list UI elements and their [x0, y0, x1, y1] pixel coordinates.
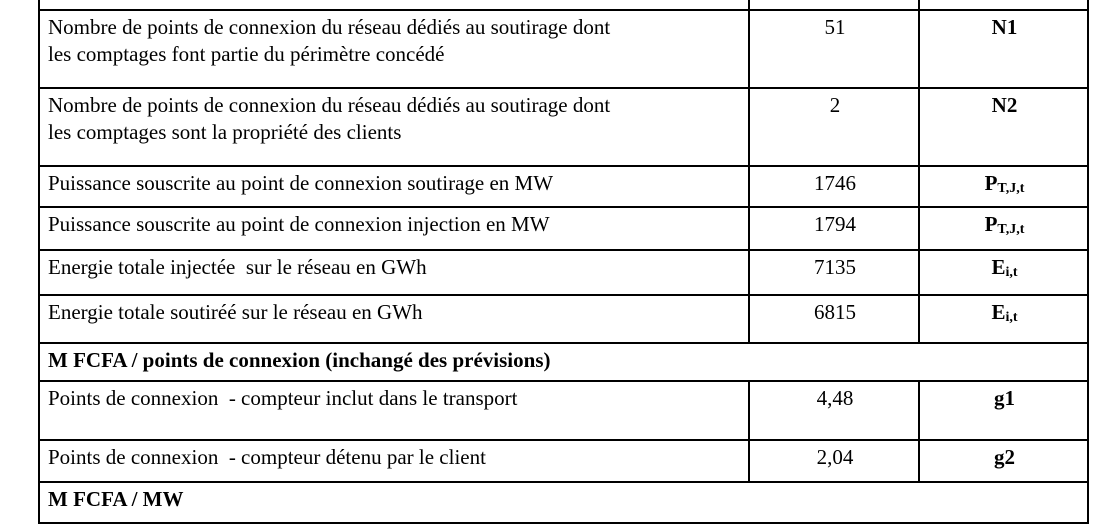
symbol-base: P: [984, 171, 998, 195]
param-value-cell: 51: [748, 9, 920, 89]
table-row: Puissance souscrite au point de connexio…: [38, 165, 1089, 208]
symbol-base: N1: [991, 15, 1018, 39]
param-label-cell: Nombre de points de connexion du réseau …: [38, 9, 750, 89]
param-symbol-cell: g1: [918, 380, 1089, 441]
param-label-cell: Puissance souscrite au point de connexio…: [38, 165, 750, 208]
spacer-cell: [918, 0, 1089, 11]
table-body: Nombre de points de connexion du réseau …: [38, 0, 1089, 524]
table-row: Energie totale soutiréé sur le réseau en…: [38, 294, 1089, 344]
param-label-cell: Points de connexion - compteur détenu pa…: [38, 439, 750, 483]
param-label-cell: Points de connexion - compteur inclut da…: [38, 380, 750, 441]
symbol-base: N2: [991, 93, 1018, 117]
spacer-cell: [38, 0, 750, 11]
section-header-cell: M FCFA / MW: [38, 481, 1089, 524]
symbol-base: E: [991, 300, 1006, 324]
spacer-cell: [748, 0, 920, 11]
param-symbol-cell: N1: [918, 9, 1089, 89]
section-header-cell: M FCFA / points de connexion (inchangé d…: [38, 342, 1089, 382]
symbol-subscript: T,J,t: [997, 181, 1025, 196]
param-label-cell: Puissance souscrite au point de connexio…: [38, 206, 750, 251]
param-symbol-cell: N2: [918, 87, 1089, 167]
symbol-base: g2: [994, 445, 1015, 469]
table-row: Nombre de points de connexion du réseau …: [38, 9, 1089, 89]
symbol-subscript: i,t: [1005, 310, 1018, 325]
symbol-subscript: i,t: [1005, 265, 1018, 280]
param-value-cell: 6815: [748, 294, 920, 344]
spacer-row: [38, 0, 1089, 11]
param-symbol-cell: PT,J,t: [918, 165, 1089, 208]
param-symbol-cell: PT,J,t: [918, 206, 1089, 251]
param-symbol-cell: Ei,t: [918, 249, 1089, 296]
table-row: Energie totale injectée sur le réseau en…: [38, 249, 1089, 296]
param-label-cell: Nombre de points de connexion du réseau …: [38, 87, 750, 167]
param-value-cell: 2: [748, 87, 920, 167]
table-row: Points de connexion - compteur détenu pa…: [38, 439, 1089, 483]
param-label-cell: Energie totale injectée sur le réseau en…: [38, 249, 750, 296]
param-value-cell: 7135: [748, 249, 920, 296]
table-row: Points de connexion - compteur inclut da…: [38, 380, 1089, 441]
symbol-base: P: [984, 212, 998, 236]
symbol-base: g1: [994, 386, 1015, 410]
param-symbol-cell: Ei,t: [918, 294, 1089, 344]
section-row: M FCFA / MW: [38, 481, 1089, 524]
param-value-cell: 4,48: [748, 380, 920, 441]
tariff-parameters-table: Nombre de points de connexion du réseau …: [38, 0, 1089, 524]
param-value-cell: 1746: [748, 165, 920, 208]
symbol-base: E: [991, 255, 1006, 279]
param-label-cell: Energie totale soutiréé sur le réseau en…: [38, 294, 750, 344]
table-row: Puissance souscrite au point de connexio…: [38, 206, 1089, 251]
param-value-cell: 1794: [748, 206, 920, 251]
param-symbol-cell: g2: [918, 439, 1089, 483]
symbol-subscript: T,J,t: [997, 222, 1025, 237]
section-row: M FCFA / points de connexion (inchangé d…: [38, 342, 1089, 382]
table-row: Nombre de points de connexion du réseau …: [38, 87, 1089, 167]
param-value-cell: 2,04: [748, 439, 920, 483]
